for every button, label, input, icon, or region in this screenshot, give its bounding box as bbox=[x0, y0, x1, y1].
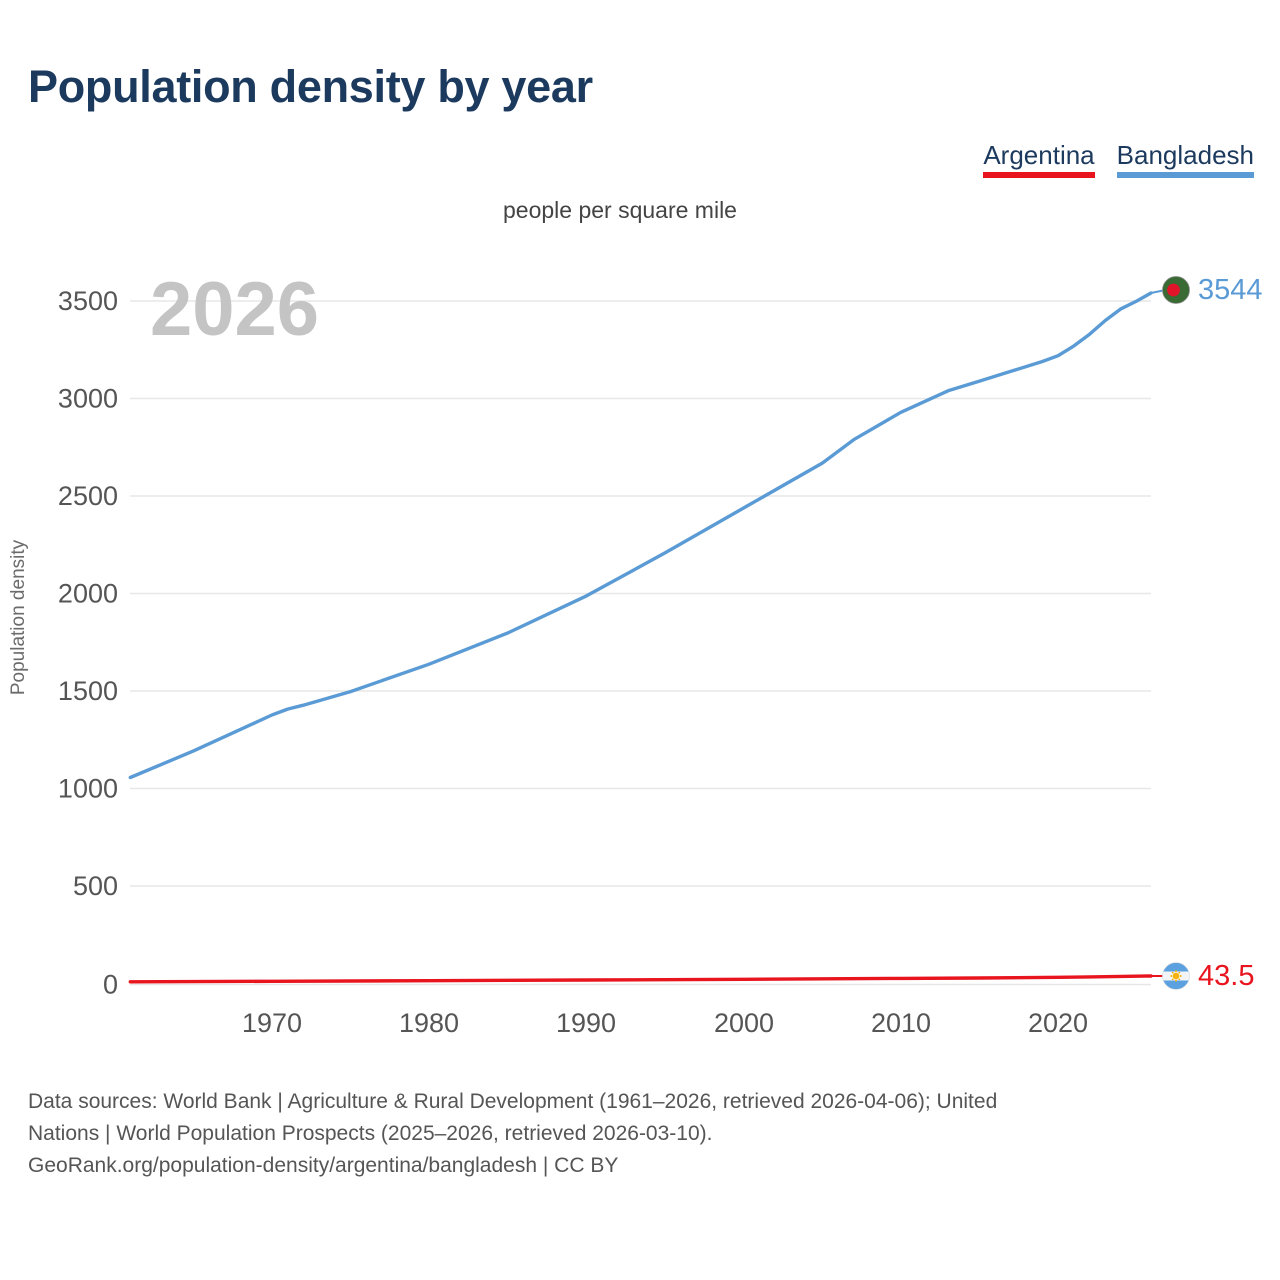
svg-text:2000: 2000 bbox=[714, 1008, 774, 1038]
svg-text:2500: 2500 bbox=[58, 481, 118, 511]
svg-text:1990: 1990 bbox=[556, 1008, 616, 1038]
svg-text:3500: 3500 bbox=[58, 286, 118, 316]
svg-text:1970: 1970 bbox=[242, 1008, 302, 1038]
svg-text:1980: 1980 bbox=[399, 1008, 459, 1038]
svg-text:2010: 2010 bbox=[871, 1008, 931, 1038]
svg-text:0: 0 bbox=[103, 970, 118, 1000]
svg-text:2000: 2000 bbox=[58, 579, 118, 609]
svg-text:1000: 1000 bbox=[58, 774, 118, 804]
svg-text:1500: 1500 bbox=[58, 676, 118, 706]
svg-text:3000: 3000 bbox=[58, 384, 118, 414]
svg-text:2020: 2020 bbox=[1028, 1008, 1088, 1038]
svg-text:3544: 3544 bbox=[1198, 274, 1263, 306]
svg-text:43.5: 43.5 bbox=[1198, 960, 1254, 992]
svg-text:500: 500 bbox=[73, 871, 118, 901]
